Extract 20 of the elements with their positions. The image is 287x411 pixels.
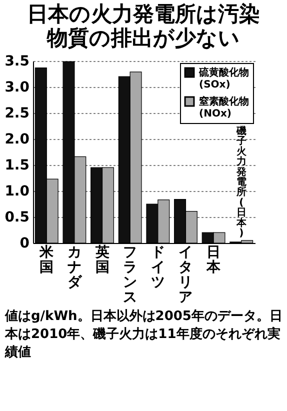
- x-tick-label: カナダ: [67, 244, 82, 290]
- legend-label: 硫黄酸化物(SOx): [198, 66, 249, 90]
- x-tick-label: フランス: [123, 244, 138, 306]
- y-tick-label: 3.5: [4, 54, 30, 70]
- x-tick-label: ドイツ: [150, 244, 165, 290]
- y-tick-label: 1.0: [4, 184, 30, 200]
- category-label: 磯子火力発電所(日本): [236, 126, 246, 239]
- chart-title: 日本の火力発電所は汚染物質の排出が少ない: [26, 2, 261, 50]
- y-tick-label: 0: [20, 236, 30, 252]
- y-tick-label: 3.0: [4, 80, 30, 96]
- y-tick-label: 0.5: [4, 210, 30, 226]
- x-tick-label: 日本: [206, 244, 222, 276]
- y-tick-label: 2.0: [4, 132, 30, 148]
- x-tick-label: イタリア: [178, 244, 193, 306]
- y-tick-label: 1.5: [4, 158, 30, 174]
- text: 値はg/kWh。日本以外は2005年のデータ。日本は2010年、磯子火力は11年度のそれぞれ実績値: [5, 308, 283, 362]
- x-tick-label: 英国: [94, 244, 110, 276]
- x-tick-label: 米国: [38, 244, 55, 276]
- y-tick-label: 2.5: [4, 106, 30, 122]
- legend-label: 窒素酸化物(NOx): [199, 96, 249, 120]
